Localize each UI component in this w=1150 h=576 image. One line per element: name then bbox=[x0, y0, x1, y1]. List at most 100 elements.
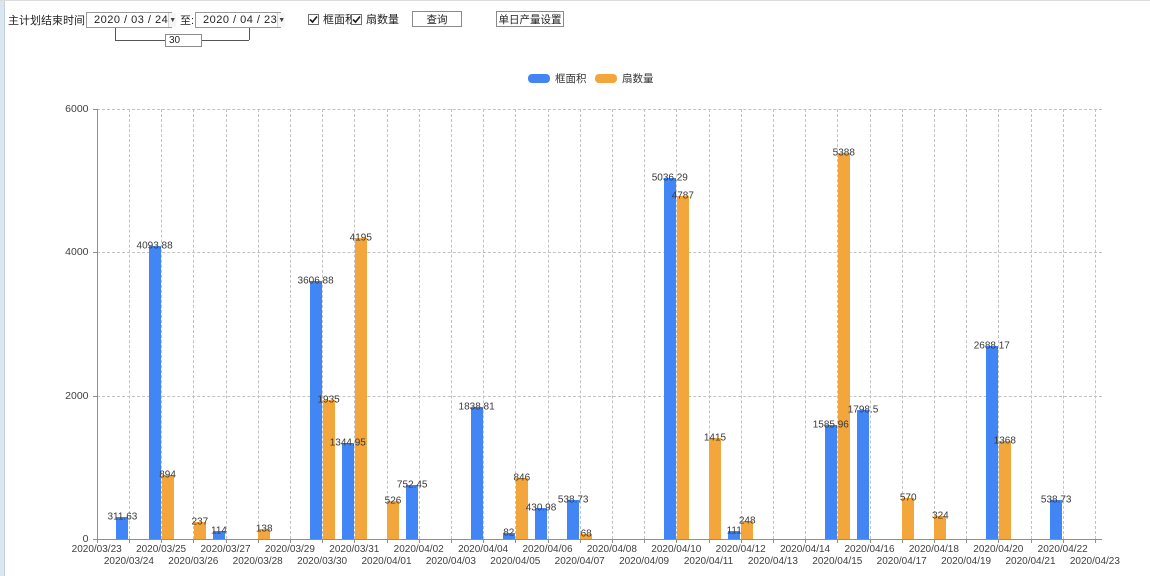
x-tick bbox=[579, 539, 581, 543]
x-tick bbox=[644, 539, 646, 543]
legend-swatch-fan bbox=[595, 74, 617, 83]
y-tick bbox=[92, 109, 97, 110]
x-gridline bbox=[772, 109, 774, 539]
x-axis-label: 2020/04/07 bbox=[554, 556, 605, 567]
y-tick bbox=[92, 252, 97, 254]
x-tick bbox=[805, 539, 807, 543]
date-to-picker[interactable]: 2020 / 04 / 23 ▼ bbox=[195, 12, 286, 28]
x-axis bbox=[96, 539, 1102, 540]
bar-value-label: 430.98 bbox=[525, 502, 557, 514]
x-gridline bbox=[933, 109, 935, 539]
bar-value-label: 237 bbox=[191, 516, 209, 528]
x-gridline bbox=[644, 109, 646, 539]
bracket-line bbox=[115, 40, 165, 41]
x-tick bbox=[1030, 539, 1032, 543]
bar-value-label: 2688.17 bbox=[973, 340, 1010, 352]
bar-框面积-2020/04/10 bbox=[663, 178, 676, 539]
bar-value-label: 4195 bbox=[349, 232, 372, 244]
x-gridline bbox=[901, 109, 903, 539]
x-axis-label: 2020/04/03 bbox=[425, 556, 476, 567]
checkmark-icon bbox=[309, 15, 318, 24]
bar-value-label: 1935 bbox=[317, 394, 340, 406]
bar-扇数量-2020/04/10 bbox=[676, 195, 689, 539]
chevron-down-icon: ▼ bbox=[278, 16, 286, 24]
bar-value-label: 894 bbox=[159, 469, 176, 481]
bar-扇数量-2020/04/17 bbox=[902, 498, 915, 539]
x-axis-label: 2020/04/19 bbox=[941, 556, 992, 567]
bar-value-label: 1798.5 bbox=[847, 404, 879, 416]
date-from-picker[interactable]: 2020 / 03 / 24 ▼ bbox=[86, 12, 177, 28]
area-checkbox[interactable] bbox=[308, 14, 319, 25]
x-axis-label: 2020/03/27 bbox=[200, 544, 251, 555]
bar-框面积-2020/04/06 bbox=[535, 508, 547, 539]
bar-value-label: 5388 bbox=[832, 147, 855, 159]
x-tick bbox=[386, 539, 388, 543]
x-axis-label: 2020/04/11 bbox=[683, 556, 734, 567]
x-gridline bbox=[193, 109, 195, 539]
x-gridline bbox=[450, 109, 452, 539]
bar-value-label: 3606.88 bbox=[297, 275, 334, 286]
date-to-dropdown-button[interactable]: ▼ bbox=[277, 13, 286, 27]
bar-扇数量-2020/03/28 bbox=[258, 529, 271, 539]
bar-框面积-2020/03/30 bbox=[309, 280, 322, 539]
to-label: 至: bbox=[180, 15, 195, 27]
bar-value-label: 1585.96 bbox=[812, 419, 849, 431]
bar-框面积-2020/04/04 bbox=[470, 407, 483, 539]
x-gridline bbox=[1094, 109, 1096, 539]
x-tick bbox=[772, 539, 774, 543]
bar-扇数量-2020/04/07 bbox=[580, 534, 593, 539]
x-gridline bbox=[869, 109, 871, 539]
x-tick bbox=[225, 539, 227, 543]
bar-value-label: 68 bbox=[580, 528, 592, 540]
y-axis-label: 0 bbox=[82, 533, 89, 545]
x-gridline bbox=[740, 109, 742, 539]
date-from-dropdown-button[interactable]: ▼ bbox=[168, 13, 177, 27]
fan-checkbox-label: 扇数量 bbox=[366, 14, 399, 26]
bar-value-label: 4787 bbox=[671, 190, 694, 202]
bar-扇数量-2020/03/25 bbox=[161, 474, 174, 539]
x-gridline bbox=[257, 109, 259, 539]
x-tick bbox=[837, 539, 839, 543]
daily-output-settings-button[interactable]: 单日产量设置 bbox=[496, 11, 564, 27]
interval-days-input[interactable] bbox=[165, 34, 202, 47]
x-axis-label: 2020/04/09 bbox=[619, 556, 670, 567]
x-gridline bbox=[515, 109, 517, 539]
bar-扇数量-2020/04/15 bbox=[837, 152, 850, 539]
bar-框面积-2020/03/27 bbox=[213, 530, 225, 539]
bar-框面积-2020/03/24 bbox=[116, 516, 129, 539]
bar-value-label: 82 bbox=[503, 527, 515, 539]
x-gridline bbox=[611, 109, 613, 539]
bar-value-label: 311.63 bbox=[107, 511, 138, 523]
x-axis-label: 2020/04/08 bbox=[586, 544, 637, 555]
x-gridline bbox=[1062, 109, 1064, 539]
date-to-value: 2020 / 04 / 23 bbox=[203, 14, 278, 26]
x-tick bbox=[547, 539, 549, 543]
x-tick bbox=[354, 539, 356, 543]
x-axis-label: 2020/04/14 bbox=[780, 544, 831, 555]
fan-checkbox[interactable] bbox=[351, 14, 362, 25]
bar-扇数量-2020/04/12 bbox=[741, 521, 754, 539]
bar-扇数量-2020/04/11 bbox=[709, 437, 721, 539]
bar-value-label: 846 bbox=[513, 472, 531, 484]
x-axis-label: 2020/03/26 bbox=[168, 556, 219, 567]
y-gridline bbox=[96, 252, 1102, 254]
query-button[interactable]: 查询 bbox=[412, 11, 462, 27]
bar-扇数量-2020/04/20 bbox=[998, 440, 1011, 539]
x-tick bbox=[450, 539, 452, 543]
x-tick bbox=[418, 539, 420, 543]
plan-end-time-label: 主计划结束时间: bbox=[8, 15, 89, 27]
bar-value-label: 5036.29 bbox=[651, 172, 688, 184]
x-axis-label: 2020/04/22 bbox=[1037, 544, 1088, 555]
x-axis-label: 2020/04/18 bbox=[908, 544, 959, 555]
legend-label-fan: 扇数量 bbox=[622, 73, 654, 85]
bar-value-label: 752.45 bbox=[396, 479, 428, 491]
chevron-down-icon: ▼ bbox=[169, 16, 177, 24]
x-gridline bbox=[289, 109, 291, 539]
x-tick bbox=[676, 539, 678, 543]
y-gridline bbox=[96, 395, 1102, 397]
x-axis-label: 2020/04/13 bbox=[747, 556, 798, 567]
bar-value-label: 114 bbox=[211, 525, 227, 537]
y-tick bbox=[92, 539, 97, 540]
x-axis-label: 2020/04/01 bbox=[361, 556, 412, 567]
bar-框面积-2020/03/31 bbox=[341, 442, 354, 539]
